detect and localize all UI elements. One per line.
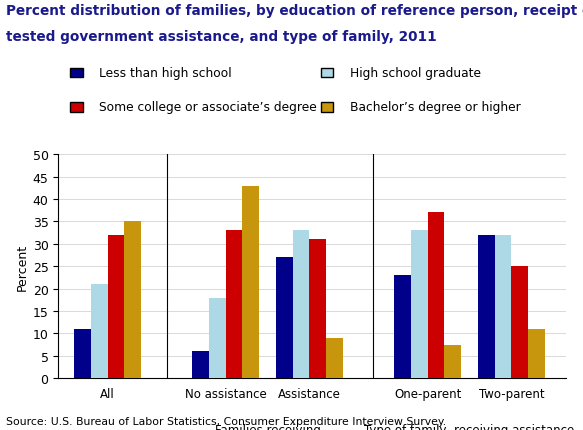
Bar [326,338,343,378]
Text: Type of family  receiving assistance: Type of family receiving assistance [364,423,575,430]
Bar [478,235,494,378]
Bar [494,235,511,378]
Text: Percent distribution of families, by education of reference person, receipt of m: Percent distribution of families, by edu… [6,4,583,18]
Bar [293,231,310,378]
Bar [411,231,427,378]
Y-axis label: Percent: Percent [15,243,29,290]
Bar [276,258,293,378]
Text: tested government assistance, and type of family, 2011: tested government assistance, and type o… [6,30,437,44]
Bar [394,276,411,378]
Bar [91,285,107,378]
Bar [124,222,141,378]
Bar [226,231,243,378]
Bar [528,329,545,378]
Bar [243,186,259,378]
Text: Families receiving: Families receiving [215,423,321,430]
Text: Source: U.S. Bureau of Labor Statistics, Consumer Expenditure Interview Survey.: Source: U.S. Bureau of Labor Statistics,… [6,416,446,426]
Text: High school graduate: High school graduate [350,67,481,80]
Bar [427,213,444,378]
Bar [511,267,528,378]
Text: Less than high school: Less than high school [99,67,231,80]
Bar [192,352,209,378]
Bar [74,329,91,378]
Bar [209,298,226,378]
Text: Some college or associate’s degree: Some college or associate’s degree [99,101,317,114]
Bar [107,235,124,378]
Text: Bachelor’s degree or higher: Bachelor’s degree or higher [350,101,521,114]
Bar [310,240,326,378]
Bar [444,345,461,378]
